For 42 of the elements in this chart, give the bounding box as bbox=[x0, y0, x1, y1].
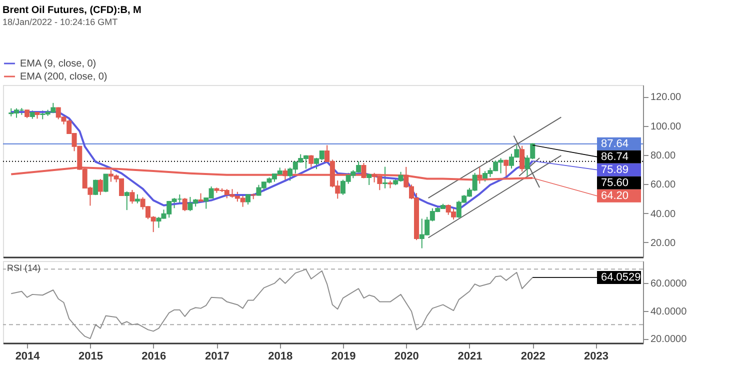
x-tick-label: 2020 bbox=[394, 350, 419, 362]
x-tick-label: 2017 bbox=[204, 350, 230, 362]
candlestick bbox=[245, 194, 250, 206]
candlestick bbox=[134, 194, 140, 204]
candlestick bbox=[103, 174, 108, 193]
ref-line-label: 87.64 bbox=[601, 138, 629, 150]
y-tick-label: 20.0000 bbox=[650, 334, 688, 346]
candlestick bbox=[520, 145, 525, 172]
annotation: 75.89 bbox=[601, 164, 629, 176]
legend-label: EMA (9, close, 0) bbox=[20, 58, 96, 70]
x-tick-label: 2019 bbox=[331, 350, 356, 362]
text: 18/Jan/2022 - 10:24:16 GMT bbox=[2, 17, 118, 27]
candlestick bbox=[182, 197, 188, 212]
x-tick-label: 2021 bbox=[458, 350, 482, 362]
ref-line-label: 75.60 bbox=[601, 176, 629, 189]
candlestick bbox=[93, 179, 98, 196]
x-tick-label: 2016 bbox=[142, 350, 166, 362]
x-tick-label: 2023 bbox=[584, 350, 609, 362]
candlestick bbox=[366, 174, 372, 186]
y-tick-label: 120.00 bbox=[650, 92, 682, 104]
y-tick-label: 20.00 bbox=[650, 238, 676, 249]
annotation: 64.0529 bbox=[601, 271, 641, 284]
chart-title: RSI (14) bbox=[7, 263, 41, 273]
y-tick-label: 80.00 bbox=[650, 150, 676, 162]
candlestick bbox=[124, 190, 130, 211]
candlestick bbox=[382, 166, 388, 189]
x-tick-label: 2022 bbox=[520, 350, 546, 362]
y-tick-label: 40.00 bbox=[650, 208, 676, 220]
legend-label: EMA (200, close, 0) bbox=[20, 72, 108, 82]
candlestick bbox=[130, 189, 135, 204]
x-tick-label: 2018 bbox=[268, 350, 293, 362]
candlestick bbox=[308, 154, 314, 168]
y-tick-label: 40.0000 bbox=[650, 306, 688, 318]
candlestick bbox=[98, 178, 103, 196]
chart-title: Brent Oil Futures, (CFD):B, M bbox=[2, 5, 142, 16]
y-tick-label: 100.00 bbox=[650, 121, 682, 132]
y-tick-label: 60.0000 bbox=[650, 278, 688, 290]
x-tick-label: 2014 bbox=[15, 350, 41, 362]
x-tick-label: 2015 bbox=[78, 350, 103, 362]
annotation: 86.74 bbox=[601, 150, 629, 163]
y-tick-label: 60.00 bbox=[650, 180, 676, 191]
annotation: 64.20 bbox=[601, 190, 629, 202]
